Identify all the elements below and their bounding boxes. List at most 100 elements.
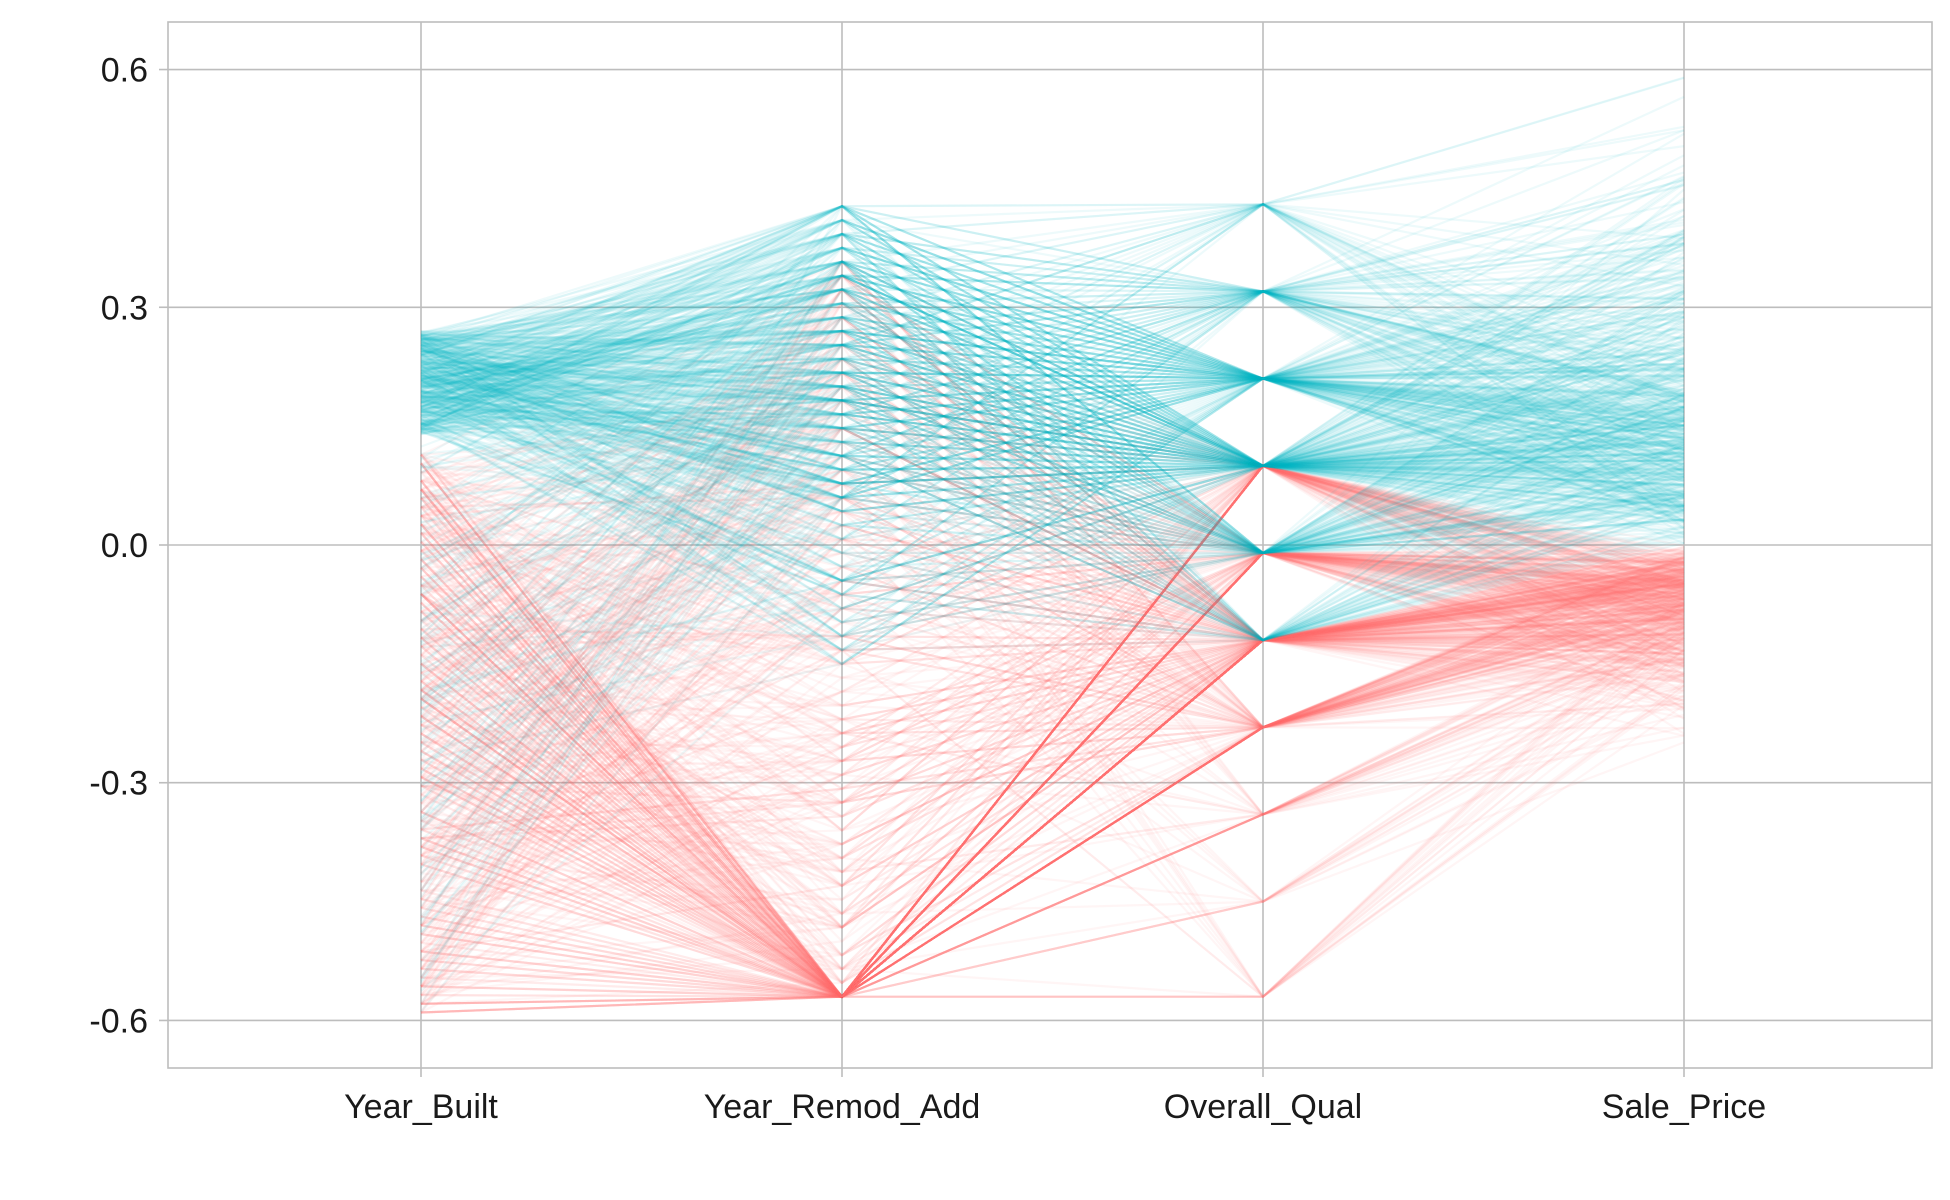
series-line-red <box>420 575 1685 998</box>
series-line-teal <box>420 290 1685 508</box>
series-line-red <box>420 601 1685 999</box>
series-line-teal <box>420 302 1685 412</box>
series-line-red <box>420 464 1685 998</box>
series-line-teal <box>420 390 1685 513</box>
series-line-teal <box>420 374 1685 416</box>
series-line-teal <box>420 302 1685 555</box>
series-line-red <box>420 426 1685 883</box>
series-line-red <box>420 497 1685 999</box>
series-line-teal <box>420 373 1685 485</box>
series-line-teal <box>420 395 1685 473</box>
series-line-teal <box>420 369 1685 582</box>
series-line-red <box>420 514 1685 666</box>
series-line-red <box>420 453 1685 642</box>
series-line-teal <box>420 243 1685 467</box>
series-line-red <box>420 488 1685 999</box>
series-line-red <box>420 638 1685 988</box>
series-line-teal <box>420 246 1685 380</box>
series-line-red <box>420 565 1685 996</box>
series-line-teal <box>420 203 1685 678</box>
series-line-teal <box>420 204 1685 409</box>
series-line-teal <box>420 380 1685 933</box>
series-line-red <box>420 551 1685 999</box>
series-line-red <box>420 551 1685 718</box>
series-line-red <box>420 631 1685 999</box>
series-line-teal <box>420 377 1685 503</box>
series-line-teal <box>420 290 1685 395</box>
series-line-red <box>420 260 1685 729</box>
series-line-teal <box>420 316 1685 467</box>
series-line-teal <box>420 290 1685 444</box>
series-line-teal <box>420 214 1685 636</box>
series-line-teal <box>420 357 1685 439</box>
series-line-red <box>420 514 1685 790</box>
series-line-teal <box>420 246 1685 467</box>
series-line-red <box>420 566 1685 999</box>
series-line-teal <box>420 377 1685 638</box>
series-line-red <box>420 597 1685 996</box>
series-line-red <box>420 506 1685 999</box>
series-line-teal <box>420 370 1685 642</box>
series-line-red <box>420 371 1685 592</box>
series-line-red <box>420 273 1685 816</box>
series-line-red <box>420 625 1685 998</box>
series-line-red <box>420 399 1685 570</box>
series-line-teal <box>420 204 1685 555</box>
series-line-red <box>420 589 1685 998</box>
series-line-red <box>420 595 1685 999</box>
series-line-red <box>420 464 1685 999</box>
series-line-teal <box>420 357 1685 640</box>
series-line-red <box>420 565 1685 901</box>
series-line-teal <box>420 339 1685 465</box>
series-line-red <box>420 569 1685 840</box>
series-line-teal <box>420 293 1685 757</box>
series-line-red <box>420 399 1685 848</box>
series-line-teal <box>420 288 1685 876</box>
series-line-red <box>420 551 1685 999</box>
series-line-teal <box>420 290 1685 802</box>
series-line-red <box>420 464 1685 999</box>
series-line-red <box>420 464 1685 831</box>
series-line-red <box>420 426 1685 645</box>
series-line-teal <box>420 276 1685 541</box>
series-line-red <box>420 551 1685 642</box>
series-line-red <box>420 566 1685 887</box>
series-line-teal <box>420 218 1685 624</box>
series-line-teal <box>420 241 1685 826</box>
series-line-teal <box>420 377 1685 416</box>
series-line-red <box>420 482 1685 683</box>
series-line-red <box>420 480 1685 929</box>
series-line-red <box>420 480 1685 999</box>
series-line-red <box>420 497 1685 832</box>
series-line-teal <box>420 373 1685 527</box>
series-line-red <box>420 551 1685 1005</box>
series-line-red <box>420 551 1685 998</box>
series-line-red <box>420 590 1685 962</box>
series-line-teal <box>420 371 1685 555</box>
series-line-red <box>420 532 1685 999</box>
series-line-teal <box>420 332 1685 555</box>
series-line-teal <box>420 351 1685 513</box>
series-line-teal <box>420 289 1685 555</box>
series-line-teal <box>420 260 1685 724</box>
series-line-teal <box>420 329 1685 681</box>
series-line-red <box>420 454 1685 999</box>
series-line-red <box>420 462 1685 999</box>
series-line-red <box>420 568 1685 999</box>
series-line-red <box>420 582 1685 970</box>
series-line-red <box>420 548 1685 999</box>
series-line-red <box>420 426 1685 625</box>
series-line-teal <box>420 260 1685 555</box>
series-line-red <box>420 537 1685 903</box>
series-line-red <box>420 595 1685 998</box>
series-line-red <box>420 260 1685 987</box>
series-line-teal <box>420 340 1685 402</box>
series-line-teal <box>420 291 1685 638</box>
series-line-teal <box>420 203 1685 531</box>
series-line-red <box>420 440 1685 1005</box>
series-line-teal <box>420 343 1685 555</box>
series-line-teal <box>420 204 1685 467</box>
series-line-red <box>420 605 1685 998</box>
series-line-teal <box>420 354 1685 485</box>
series-line-red <box>420 524 1685 642</box>
